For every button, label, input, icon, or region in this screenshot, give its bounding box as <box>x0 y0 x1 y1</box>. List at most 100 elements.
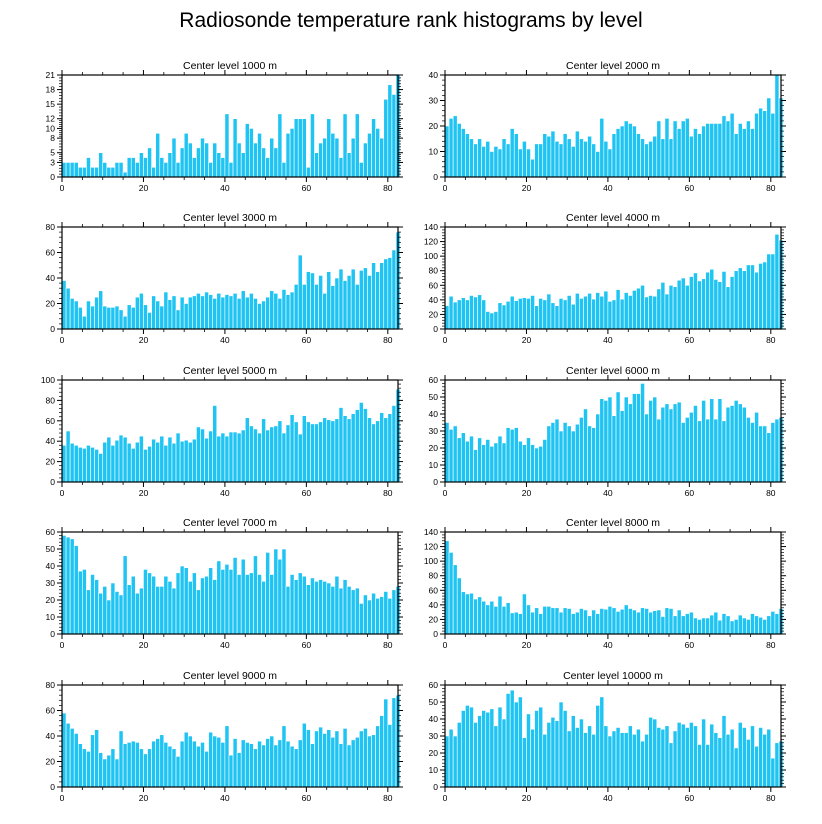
histogram-bar <box>240 739 246 788</box>
histogram-bar <box>554 720 560 788</box>
histogram-bar <box>69 162 75 178</box>
histogram-bar <box>505 143 511 178</box>
histogram-bar <box>301 722 307 788</box>
x-tick-label: 0 <box>60 793 65 803</box>
histogram-bar <box>371 592 376 635</box>
panel-title: Center level 6000 m <box>566 365 660 377</box>
y-tick-label: 20 <box>46 299 56 309</box>
histogram-bar <box>200 577 205 635</box>
histogram-bar <box>770 112 776 178</box>
histogram-bar <box>558 430 564 483</box>
histogram-bar <box>65 287 71 330</box>
histogram-bar <box>281 432 287 483</box>
x-tick-label: 40 <box>603 183 613 193</box>
chart-panel-6: Center level 6000 m 0 20 40 60 80 0 10 20 30 40 50 6… <box>429 365 786 498</box>
panel-title: Center level 10000 m <box>563 670 663 682</box>
histogram-bar <box>346 586 352 635</box>
histogram-bar <box>257 740 262 788</box>
histogram-bar <box>326 271 332 330</box>
histogram-bar <box>273 147 279 178</box>
histogram-bar <box>192 438 197 483</box>
histogram-bar <box>444 305 450 330</box>
histogram-bar <box>538 613 544 635</box>
histogram-bar <box>216 435 222 483</box>
histogram-bar <box>147 445 152 483</box>
histogram-bar <box>171 442 177 483</box>
y-tick-label: 80 <box>46 395 56 405</box>
histogram-bar <box>179 740 185 788</box>
histogram-bar <box>709 398 715 483</box>
histogram-bar <box>538 143 544 178</box>
x-tick-label: 60 <box>302 488 312 498</box>
histogram-bar <box>656 727 662 788</box>
histogram-bar <box>587 135 592 178</box>
histogram-bar <box>465 440 470 483</box>
histogram-bar <box>750 422 755 483</box>
histogram-bar <box>456 437 462 483</box>
histogram-bar <box>82 448 87 483</box>
histogram-bar <box>465 133 470 178</box>
histogram-bar <box>717 619 723 635</box>
histogram-bar <box>684 284 690 330</box>
panel-title: Center level 8000 m <box>566 517 660 529</box>
histogram-bar <box>318 421 323 483</box>
histogram-bar <box>342 415 348 483</box>
y-tick-label: 140 <box>424 527 438 537</box>
histogram-bar <box>187 142 193 178</box>
histogram-bar <box>680 723 686 788</box>
histogram-bar <box>151 166 156 178</box>
histogram-bar <box>742 128 747 178</box>
histogram-bar <box>82 569 87 635</box>
histogram-bar <box>236 752 242 788</box>
histogram-bar <box>754 615 759 635</box>
x-tick-label: 60 <box>685 488 695 498</box>
histogram-bar <box>289 128 295 178</box>
histogram-bar <box>526 713 531 788</box>
histogram-bar <box>297 572 303 635</box>
histogram-bar <box>192 740 197 788</box>
histogram-bar <box>766 615 772 635</box>
histogram-bar <box>114 758 120 788</box>
histogram-bar <box>232 738 238 788</box>
histogram-bar <box>762 619 768 635</box>
histogram-bar <box>253 748 258 788</box>
histogram-bar <box>758 727 763 788</box>
histogram-bar <box>648 295 654 330</box>
histogram-bar <box>391 249 397 330</box>
panel-title: Center level 3000 m <box>183 212 277 224</box>
histogram-bar <box>228 569 234 635</box>
x-tick-label: 0 <box>60 640 65 650</box>
histogram-bar <box>623 396 629 483</box>
histogram-bar <box>538 445 544 483</box>
histogram-bar <box>253 428 258 483</box>
histogram-bar <box>501 718 507 788</box>
panel-title: Center level 1000 m <box>183 60 277 72</box>
histogram-bar <box>664 403 670 483</box>
histogram-bar <box>701 400 706 483</box>
histogram-bar <box>118 309 124 330</box>
histogram-bar <box>163 742 169 788</box>
histogram-bar <box>562 133 568 178</box>
histogram-bar <box>310 113 315 178</box>
histogram-bar <box>297 254 303 330</box>
histogram-bar <box>737 123 743 178</box>
histogram-bar <box>350 137 356 178</box>
histogram-bar <box>310 743 315 788</box>
histogram-bar <box>729 728 735 788</box>
panel-title: Center level 9000 m <box>183 670 277 682</box>
histogram-bar <box>737 267 743 330</box>
histogram-bar <box>65 162 71 178</box>
histogram-bar <box>244 417 250 483</box>
histogram-bar <box>310 577 315 635</box>
histogram-bar <box>640 383 645 483</box>
histogram-bar <box>175 572 181 635</box>
histogram-bar <box>379 262 385 330</box>
histogram-bar <box>452 301 458 330</box>
histogram-bar <box>293 748 299 788</box>
histogram-bar <box>346 418 352 483</box>
histogram-bar <box>623 120 629 178</box>
histogram-bar <box>774 742 780 788</box>
chart-panel-5: Center level 5000 m 0 20 40 60 80 0 20 40 60 80 100 <box>41 365 403 498</box>
histogram-bar <box>318 579 323 635</box>
chart-panel-3: Center level 3000 m 0 20 40 60 80 0 20 40 60 80 <box>46 212 403 345</box>
